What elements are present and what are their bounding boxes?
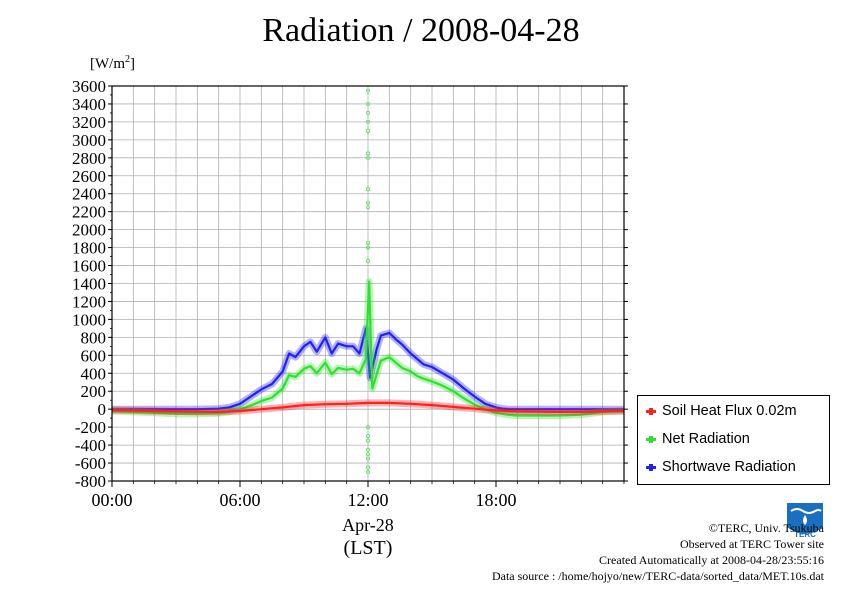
y-tick-label: 400 [81, 364, 107, 383]
y-tick-label: 1000 [72, 310, 106, 329]
y-tick-label: -600 [75, 454, 106, 473]
terc-logo-icon: TERC [787, 503, 823, 539]
scatter-point [365, 452, 370, 457]
series-group [111, 88, 625, 475]
y-tick-label: -400 [75, 436, 106, 455]
scatter-point [365, 200, 370, 205]
y-tick-label: 1400 [72, 275, 106, 294]
y-tick-label: 2800 [72, 149, 106, 168]
plot-frame [111, 85, 625, 482]
scatter-point [365, 205, 370, 210]
legend-swatch-green [646, 435, 656, 443]
scatter-point [365, 425, 370, 430]
scatter-point [365, 465, 370, 470]
scatter-point [365, 447, 370, 452]
legend-swatch-red [646, 407, 656, 415]
scatter-point [365, 88, 370, 93]
scatter-point [365, 119, 370, 124]
y-tick-label: -800 [75, 472, 106, 491]
scatter-point [365, 438, 370, 443]
y-tick-label: 2400 [72, 185, 106, 204]
legend-label: Shortwave Radiation [662, 459, 796, 475]
chart-legend: Soil Heat Flux 0.02m Net Radiation Short… [637, 395, 830, 485]
chart-title: Radiation / 2008-04-28 [262, 12, 580, 49]
y-tick-label: 0 [98, 400, 107, 419]
x-timezone-label: (LST) [343, 537, 393, 559]
logo-text: TERC [794, 530, 816, 539]
series-line-shortwave-radiation [112, 327, 624, 411]
y-tick-label: 1200 [72, 292, 106, 311]
scatter-point [365, 110, 370, 115]
y-tick-label: 800 [81, 328, 107, 347]
y-tick-label: 2200 [72, 203, 106, 222]
x-tick-label: 18:00 [475, 490, 516, 510]
y-tick-label: 2600 [72, 167, 106, 186]
footer-site: Observed at TERC Tower site [679, 537, 824, 551]
scatter-point [365, 128, 370, 133]
x-date-label: Apr-28 [342, 515, 394, 535]
y-tick-label: 200 [81, 382, 107, 401]
scatter-point [365, 456, 370, 461]
scatter-point [365, 434, 370, 439]
y-tick-label: 1600 [72, 257, 106, 276]
scatter-point [365, 151, 370, 156]
legend-swatch-blue [646, 463, 656, 471]
legend-item-soil-heat-flux: Soil Heat Flux 0.02m [646, 401, 797, 421]
scatter-point [365, 187, 370, 192]
x-tick-label: 06:00 [219, 490, 260, 510]
series-line-soil-heat-flux-0-02m [111, 401, 625, 413]
footer-source: Data source : /home/hojyo/new/TERC-data/… [491, 569, 824, 583]
y-tick-label: -200 [75, 418, 106, 437]
scatter-point [365, 101, 370, 106]
footer-created: Created Automatically at 2008-04-28/23:5… [599, 553, 824, 567]
scatter-point [365, 155, 370, 160]
footer-copyright: ©TERC, Univ. Tsukuba [708, 521, 824, 535]
y-tick-label: 3000 [72, 131, 106, 150]
y-tick-label: 1800 [72, 239, 106, 258]
legend-label: Soil Heat Flux 0.02m [662, 403, 797, 419]
y-tick-label: 3600 [72, 77, 106, 96]
chart-footer: ©TERC, Univ. Tsukuba Observed at TERC To… [492, 520, 824, 584]
legend-item-net-radiation: Net Radiation [646, 429, 750, 449]
x-axis: 00:00 06:00 12:00 18:00 [91, 481, 625, 510]
y-tick-label: 2000 [72, 221, 106, 240]
y-unit-label: [W/m2] [90, 54, 135, 72]
x-tick-label: 12:00 [347, 490, 388, 510]
scatter-point [365, 470, 370, 475]
plot-area: -800-600-400-200020040060080010001200140… [72, 77, 628, 510]
legend-item-shortwave-radiation: Shortwave Radiation [646, 457, 796, 477]
scatter-point [365, 259, 370, 264]
legend-label: Net Radiation [662, 431, 750, 447]
y-tick-label: 600 [81, 346, 107, 365]
y-tick-label: 3200 [72, 113, 106, 132]
scatter-point [365, 241, 370, 246]
x-tick-label: 00:00 [91, 490, 132, 510]
y-tick-label: 3400 [72, 95, 106, 114]
scatter-point [365, 245, 370, 250]
